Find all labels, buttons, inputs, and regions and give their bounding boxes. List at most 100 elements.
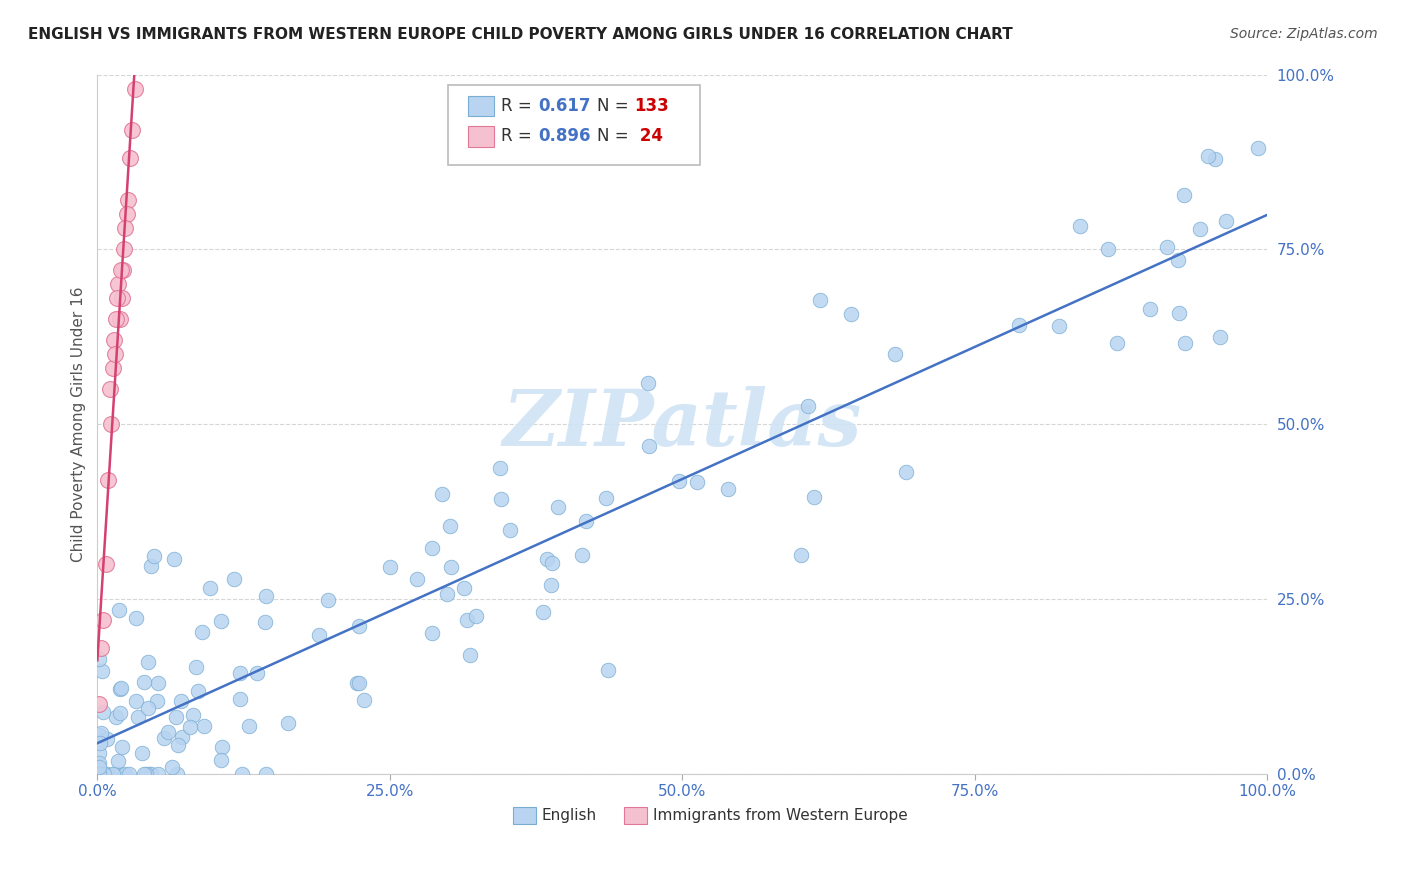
Point <box>96 732 118 747</box>
Point <box>803 490 825 504</box>
Point <box>1197 149 1219 163</box>
Point <box>308 628 330 642</box>
Point <box>575 514 598 528</box>
Text: N =: N = <box>596 127 634 145</box>
Point <box>87 728 110 742</box>
Text: 0.617: 0.617 <box>538 97 591 115</box>
Point <box>420 541 443 556</box>
Point <box>114 767 136 781</box>
Point <box>637 376 659 390</box>
Point <box>110 681 132 695</box>
Point <box>105 291 128 305</box>
Point <box>246 665 269 680</box>
Point <box>146 676 169 690</box>
Point <box>796 399 818 413</box>
Point <box>124 694 146 708</box>
Text: 133: 133 <box>634 97 669 115</box>
Point <box>93 767 115 781</box>
Point <box>138 767 160 781</box>
Point <box>101 767 124 781</box>
Point <box>883 347 905 361</box>
Text: ENGLISH VS IMMIGRANTS FROM WESTERN EUROPE CHILD POVERTY AMONG GIRLS UNDER 16 COR: ENGLISH VS IMMIGRANTS FROM WESTERN EUROP… <box>28 27 1012 42</box>
Point <box>1097 242 1119 256</box>
Point <box>90 665 112 679</box>
Point <box>536 552 558 566</box>
Point <box>686 475 709 490</box>
Point <box>87 746 110 760</box>
Point <box>132 675 155 690</box>
Point <box>115 207 138 221</box>
Point <box>347 619 370 633</box>
Point <box>104 709 127 723</box>
Point <box>108 312 131 326</box>
Point <box>110 263 132 277</box>
Point <box>531 605 554 619</box>
Text: 24: 24 <box>634 127 664 145</box>
Point <box>436 587 458 601</box>
Point <box>120 152 142 166</box>
Point <box>1167 305 1189 319</box>
Point <box>166 767 188 781</box>
Point <box>1069 219 1091 234</box>
Point <box>112 243 135 257</box>
Point <box>1174 336 1197 351</box>
Point <box>105 312 128 326</box>
Point <box>839 307 862 321</box>
Y-axis label: Child Poverty Among Girls Under 16: Child Poverty Among Girls Under 16 <box>72 286 86 562</box>
Point <box>499 523 522 537</box>
Text: R =: R = <box>501 127 537 145</box>
Point <box>108 706 131 720</box>
Point <box>1247 141 1270 155</box>
Point <box>187 684 209 698</box>
Point <box>458 648 481 662</box>
Point <box>118 767 141 781</box>
Point <box>112 263 135 277</box>
Point <box>439 560 461 574</box>
Point <box>598 663 620 677</box>
Point <box>347 676 370 690</box>
Point <box>637 440 659 454</box>
Point <box>96 767 118 781</box>
Point <box>153 731 176 746</box>
Point <box>136 655 159 669</box>
Point <box>231 767 253 781</box>
Point <box>229 665 252 680</box>
Point <box>717 483 740 497</box>
Point <box>432 487 454 501</box>
Point <box>103 767 125 781</box>
Point <box>90 641 112 656</box>
Point <box>89 767 111 781</box>
Point <box>132 767 155 781</box>
FancyBboxPatch shape <box>468 126 494 146</box>
Point <box>90 726 112 740</box>
Point <box>107 277 129 292</box>
Point <box>93 767 115 781</box>
Point <box>1188 222 1211 236</box>
Point <box>108 681 131 696</box>
Point <box>163 552 186 566</box>
Point <box>91 706 114 720</box>
Point <box>1215 213 1237 227</box>
Point <box>142 549 165 563</box>
Point <box>104 347 127 361</box>
Point <box>191 624 214 639</box>
Point <box>167 739 190 753</box>
FancyBboxPatch shape <box>513 807 536 824</box>
FancyBboxPatch shape <box>624 807 647 824</box>
Point <box>107 755 129 769</box>
Point <box>488 460 510 475</box>
Point <box>254 589 277 603</box>
Point <box>540 578 562 592</box>
Point <box>193 719 215 733</box>
Point <box>316 593 339 607</box>
Point <box>127 710 149 724</box>
Point <box>198 582 221 596</box>
Point <box>160 760 183 774</box>
Point <box>111 740 134 755</box>
Point <box>790 548 813 562</box>
Point <box>146 767 169 781</box>
Point <box>238 719 260 733</box>
Point <box>1167 253 1189 268</box>
Text: R =: R = <box>501 97 537 115</box>
Point <box>117 194 139 208</box>
